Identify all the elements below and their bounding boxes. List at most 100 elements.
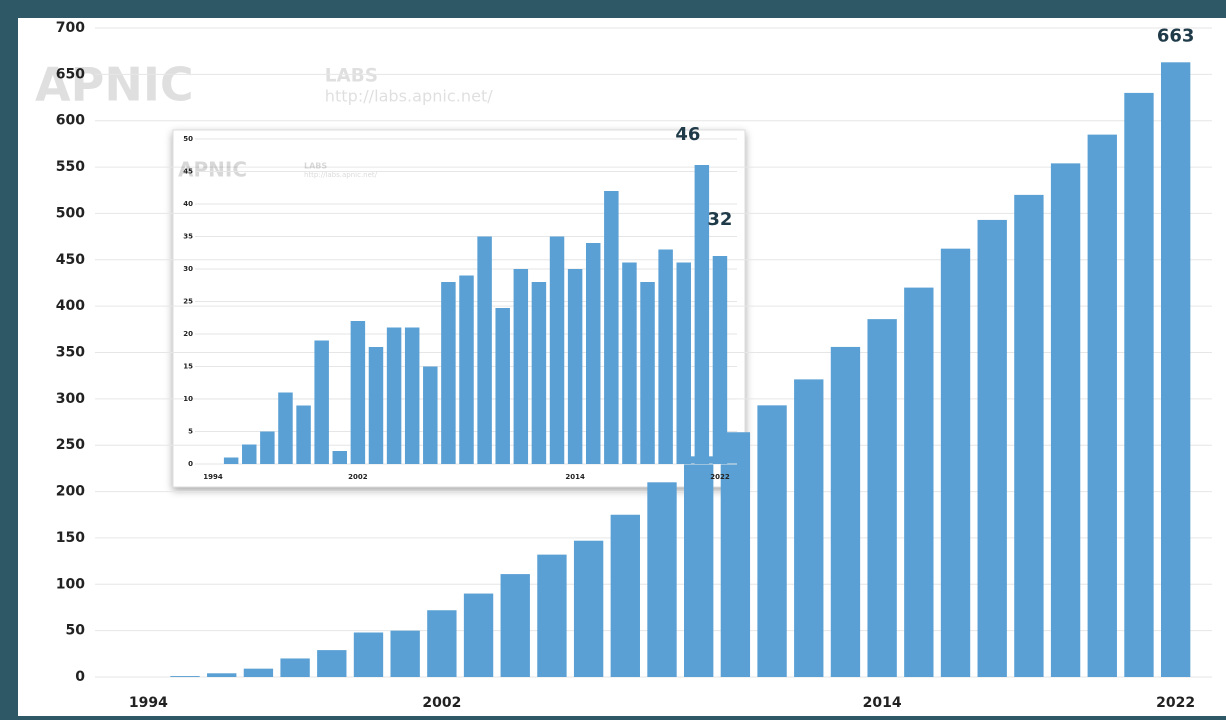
bar <box>549 236 565 464</box>
bar <box>368 347 384 464</box>
y-tick-label: 40 <box>183 200 193 208</box>
bar <box>317 650 347 677</box>
bar <box>314 340 329 464</box>
bar <box>537 554 567 677</box>
bar <box>463 593 494 677</box>
bar <box>427 610 457 677</box>
y-tick-label: 0 <box>188 460 193 468</box>
bar <box>280 658 310 677</box>
y-tick-label: 400 <box>56 298 85 314</box>
y-tick-label: 600 <box>56 113 85 129</box>
x-tick-label: 1994 <box>203 473 223 481</box>
watermark-brand: APNIC <box>178 158 247 182</box>
bar <box>1014 194 1044 677</box>
x-tick-label: 2014 <box>863 695 902 711</box>
y-tick-label: 250 <box>56 437 85 453</box>
x-tick-label: 2002 <box>348 473 368 481</box>
bar <box>350 321 366 464</box>
bar <box>567 269 583 464</box>
bar <box>243 668 274 677</box>
bar <box>513 269 529 464</box>
bar <box>386 327 402 464</box>
y-tick-label: 10 <box>183 395 193 403</box>
x-tick-label: 1994 <box>129 695 168 711</box>
bar <box>940 248 971 677</box>
bar <box>223 457 239 464</box>
bar <box>1087 134 1117 677</box>
bar <box>867 319 897 677</box>
bar <box>622 262 637 464</box>
y-tick-label: 500 <box>56 205 85 221</box>
y-tick-label: 25 <box>183 298 193 306</box>
bar <box>390 630 420 677</box>
watermark-url: http://labs.apnic.net/ <box>304 171 378 179</box>
bar <box>353 632 384 677</box>
x-tick-label: 2022 <box>1156 695 1195 711</box>
y-tick-label: 5 <box>188 428 193 436</box>
y-tick-label: 45 <box>183 168 193 176</box>
bar <box>794 379 824 677</box>
y-tick-label: 15 <box>183 363 193 371</box>
bar <box>585 243 601 464</box>
bar <box>260 431 275 464</box>
y-tick-label: 350 <box>56 345 85 361</box>
y-tick-label: 550 <box>56 159 85 175</box>
y-tick-label: 20 <box>183 330 193 338</box>
bar <box>658 249 673 464</box>
bar <box>830 346 861 677</box>
bar <box>712 256 728 464</box>
x-tick-label: 2002 <box>422 695 461 711</box>
bar <box>242 444 257 464</box>
value-label: 46 <box>675 124 700 145</box>
value-label: 663 <box>1157 25 1195 46</box>
bar <box>1160 62 1191 678</box>
watermark-sub: LABS <box>304 162 327 171</box>
y-tick-label: 0 <box>75 669 85 685</box>
y-tick-label: 200 <box>56 484 85 500</box>
bar <box>573 540 604 677</box>
y-tick-label: 700 <box>56 20 85 36</box>
value-label: 32 <box>707 209 732 230</box>
watermark-sub: LABS <box>325 66 378 87</box>
watermark-url: http://labs.apnic.net/ <box>325 87 493 106</box>
bar <box>500 574 530 677</box>
bar <box>170 676 200 677</box>
watermark-brand: APNIC <box>35 58 194 112</box>
y-tick-label: 650 <box>56 66 85 82</box>
bar <box>296 405 311 464</box>
bar <box>977 219 1007 677</box>
y-tick-label: 300 <box>56 391 85 407</box>
y-tick-label: 35 <box>183 233 193 241</box>
bar <box>720 432 751 677</box>
bar <box>904 287 934 677</box>
bar <box>676 262 691 464</box>
y-tick-label: 50 <box>183 135 193 143</box>
bar <box>207 673 237 677</box>
bar <box>459 275 474 464</box>
bar <box>694 165 710 464</box>
bar <box>604 191 619 464</box>
bar <box>495 308 510 464</box>
bar <box>423 366 438 464</box>
bar <box>531 282 547 464</box>
x-tick-label: 2022 <box>710 473 730 481</box>
bar <box>1050 163 1081 677</box>
y-tick-label: 150 <box>56 530 85 546</box>
bar <box>441 282 456 464</box>
y-tick-label: 50 <box>66 623 86 639</box>
bar <box>647 482 677 677</box>
x-tick-label: 2014 <box>565 473 585 481</box>
bar <box>757 405 787 677</box>
bar <box>404 327 420 464</box>
bar <box>477 236 492 464</box>
bar <box>640 282 655 464</box>
y-tick-label: 100 <box>56 576 85 592</box>
bar <box>1124 92 1154 677</box>
y-tick-label: 450 <box>56 252 85 268</box>
bar <box>610 514 640 677</box>
bar <box>684 456 714 677</box>
y-tick-label: 30 <box>183 265 193 273</box>
bar <box>278 392 293 464</box>
